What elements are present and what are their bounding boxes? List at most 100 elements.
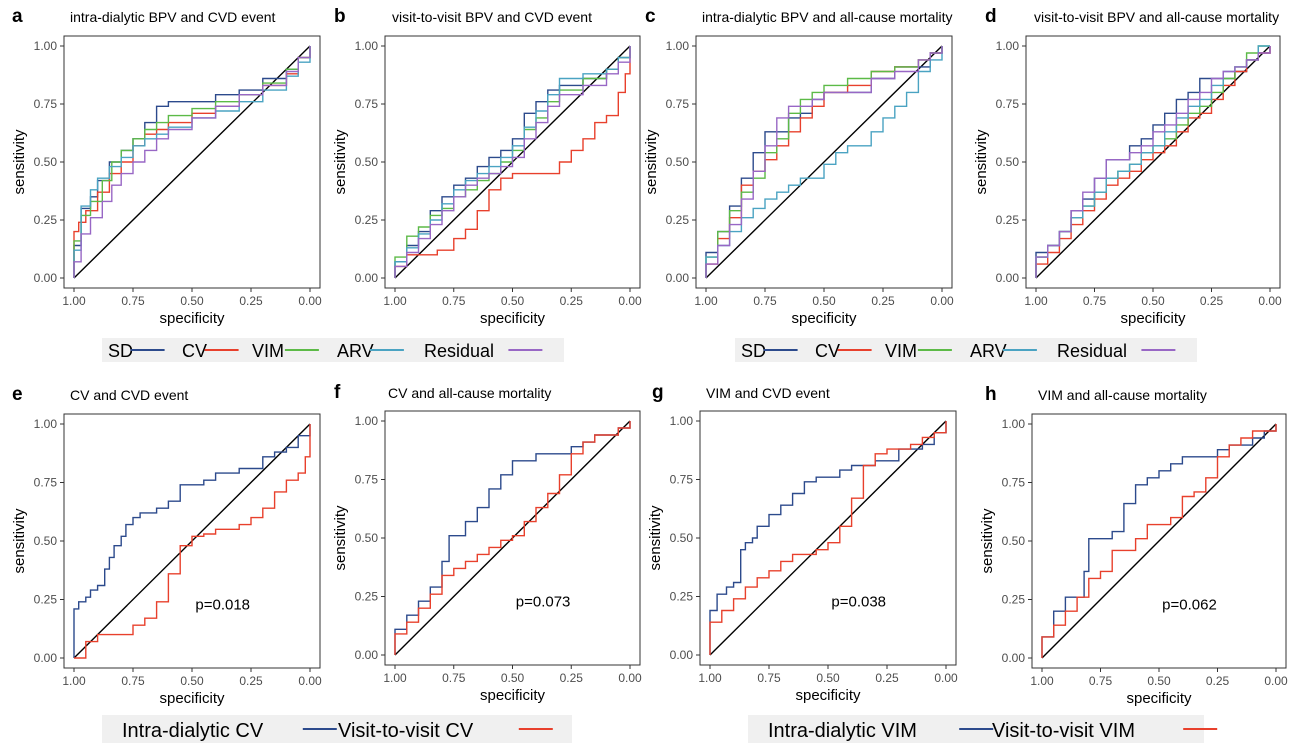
x-tick-label-g-2: 0.50	[816, 671, 840, 685]
panel-d: d visit-to-visit BPV and all-cause mortal…	[973, 6, 1282, 327]
panel-f: f CV and all-cause mortality 1.00 0.75 0.50 0…	[332, 382, 642, 704]
x-tick-label-b-2: 0.50	[501, 294, 525, 308]
x-tick-label-f-2: 0.50	[501, 671, 525, 685]
y-tick-label-g-4: 1.00	[670, 414, 694, 428]
legend-label-vim-intra: Intra-dialytic VIM	[768, 720, 917, 742]
x-tick-label-a-3: 0.25	[239, 294, 263, 308]
panel-title-a: intra-dialytic BPV and CVD event	[70, 9, 276, 25]
y-tick-label-a-0: 0.00	[34, 271, 58, 285]
legend-label-right-cv: CV	[815, 341, 840, 361]
x-tick-label-c-1: 0.75	[753, 294, 777, 308]
roc-curve-b-residual	[394, 46, 631, 278]
x-tick-label-f-1: 0.75	[442, 671, 466, 685]
y-tick-label-b-3: 0.75	[355, 97, 379, 111]
reference-diagonal-d	[1035, 45, 1271, 279]
x-tick-label-f-0: 1.00	[383, 671, 407, 685]
panel-title-e: CV and CVD event	[70, 387, 188, 403]
x-tick-label-h-4: 0.00	[1264, 674, 1288, 688]
y-tick-label-h-4: 1.00	[1002, 417, 1026, 431]
x-tick-label-d-3: 0.25	[1200, 294, 1224, 308]
panel-title-d: visit-to-visit BPV and all-cause mortali…	[1034, 9, 1279, 25]
legend-background-left	[102, 338, 564, 362]
panel-letter-g: g	[652, 382, 664, 403]
panel-g: g VIM and CVD event 1.00 0.75 0.50 0.25 0.00 0.…	[647, 382, 958, 704]
x-tick-label-b-4: 0.00	[618, 294, 642, 308]
y-tick-label-d-4: 1.00	[996, 39, 1020, 53]
y-tick-label-e-1: 0.25	[34, 593, 58, 607]
roc-curve-g-intra-dialytic-vim	[709, 421, 947, 655]
y-tick-label-c-3: 0.75	[666, 97, 690, 111]
y-tick-label-d-2: 0.50	[996, 155, 1020, 169]
y-tick-label-a-1: 0.25	[34, 213, 58, 227]
roc-curve-f-visit-to-visit-cv	[394, 421, 631, 655]
x-tick-label-h-2: 0.50	[1147, 674, 1171, 688]
x-tick-label-d-4: 0.00	[1258, 294, 1282, 308]
y-tick-label-g-2: 0.50	[670, 531, 694, 545]
x-tick-label-c-4: 0.00	[930, 294, 954, 308]
legend-label-left-residual: Residual	[424, 341, 494, 361]
y-tick-label-a-2: 0.50	[34, 155, 58, 169]
roc-curve-a-vim	[73, 46, 311, 278]
x-tick-label-c-3: 0.25	[871, 294, 895, 308]
legend-label-left-cv: CV	[182, 341, 207, 361]
panel-b: b visit-to-visit BPV and CVD event 1.00 0.7…	[332, 6, 642, 327]
x-tick-label-h-0: 1.00	[1030, 674, 1054, 688]
x-tick-label-g-4: 0.00	[934, 671, 958, 685]
x-tick-label-d-2: 0.50	[1141, 294, 1165, 308]
legend-label-right-sd: SD	[741, 341, 766, 361]
y-axis-label-e: sensitivity	[11, 508, 28, 574]
x-tick-label-a-4: 0.00	[298, 294, 322, 308]
y-tick-label-h-3: 0.75	[1002, 476, 1026, 490]
y-tick-label-b-1: 0.25	[355, 213, 379, 227]
y-tick-label-b-4: 1.00	[355, 39, 379, 53]
roc-curve-d-residual	[1035, 46, 1271, 278]
x-tick-label-a-0: 1.00	[62, 294, 86, 308]
roc-curve-b-cv	[394, 46, 631, 278]
x-tick-label-e-3: 0.25	[239, 674, 263, 688]
x-tick-label-c-2: 0.50	[812, 294, 836, 308]
legend-label-cv-intra: Intra-dialytic CV	[122, 720, 264, 742]
legend-label-right-residual: Residual	[1057, 341, 1127, 361]
roc-curve-h-visit-to-visit-vim	[1041, 424, 1277, 658]
y-axis-label-a: sensitivity	[11, 129, 28, 195]
y-tick-label-e-0: 0.00	[34, 651, 58, 665]
roc-curve-g-visit-to-visit-vim	[709, 421, 947, 655]
y-tick-label-a-3: 0.75	[34, 97, 58, 111]
legend-label-right-arv: ARV	[970, 341, 1007, 361]
x-tick-label-e-2: 0.50	[180, 674, 204, 688]
x-axis-label-b: specificity	[480, 310, 546, 327]
panel-title-f: CV and all-cause mortality	[388, 385, 551, 401]
x-axis-label-d: specificity	[1120, 310, 1186, 327]
legend-label-left-sd: SD	[108, 341, 133, 361]
legend-background-right	[735, 338, 1197, 362]
panel-h: h VIM and all-cause mortality 1.00 0.75 0.50…	[979, 384, 1288, 707]
roc-curve-c-arv	[705, 46, 943, 278]
y-tick-label-a-4: 1.00	[34, 39, 58, 53]
y-tick-label-b-2: 0.50	[355, 155, 379, 169]
panel-letter-c: c	[645, 6, 656, 27]
legend-label-left-vim: VIM	[252, 341, 284, 361]
p-value-annotation-g: p=0.038	[831, 594, 886, 611]
y-tick-label-c-4: 1.00	[666, 39, 690, 53]
y-tick-label-f-3: 0.75	[355, 473, 379, 487]
panel-title-b: visit-to-visit BPV and CVD event	[392, 9, 592, 25]
reference-diagonal-c	[705, 45, 943, 279]
y-tick-label-h-0: 0.00	[1002, 651, 1026, 665]
x-tick-label-h-3: 0.25	[1206, 674, 1230, 688]
x-tick-label-e-4: 0.00	[298, 674, 322, 688]
bottom-legend-cv: Intra-dialytic CV Visit-to-visit CV	[102, 715, 572, 743]
panel-a: a intra-dialytic BPV and CVD event 1.00 0.7…	[11, 6, 322, 327]
y-tick-label-f-4: 1.00	[355, 414, 379, 428]
top-legend-left: SD CV VIM ARV Residual	[102, 338, 564, 362]
y-tick-label-b-0: 0.00	[355, 271, 379, 285]
legend-label-left-arv: ARV	[337, 341, 374, 361]
p-value-annotation-f: p=0.073	[516, 594, 571, 611]
roc-curve-a-residual	[73, 46, 311, 278]
x-tick-label-e-0: 1.00	[62, 674, 86, 688]
x-tick-label-f-4: 0.00	[618, 671, 642, 685]
y-axis-label-f: sensitivity	[332, 505, 349, 571]
panel-letter-b: b	[334, 6, 346, 27]
p-value-annotation-h: p=0.062	[1162, 597, 1217, 614]
